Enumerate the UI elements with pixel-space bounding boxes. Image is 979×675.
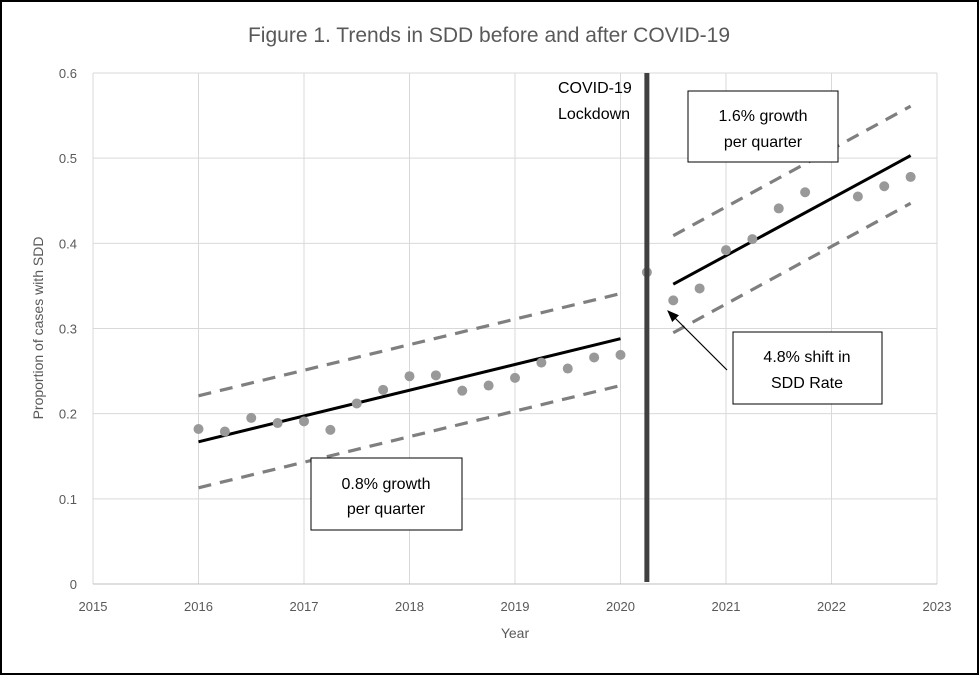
growth-pre-line1: 0.8% growth	[342, 476, 431, 493]
growth-pre-line2: per quarter	[347, 501, 426, 518]
y-tick-label: 0.2	[59, 407, 77, 422]
x-tick-label: 2019	[501, 599, 530, 614]
lockdown-label-line2: Lockdown	[558, 106, 630, 123]
data-point	[193, 423, 204, 434]
data-point	[905, 171, 916, 182]
x-tick-label: 2022	[817, 599, 846, 614]
x-axis-label: Year	[501, 625, 530, 641]
data-point	[879, 181, 890, 192]
x-tick-label: 2023	[923, 599, 952, 614]
data-point	[457, 385, 468, 396]
x-tick-labels: 2015 2016 2017 2018 2019 2020 2021 2022 2023	[79, 599, 952, 614]
data-point	[404, 371, 415, 382]
y-tick-labels: 0 0.1 0.2 0.3 0.4 0.5 0.6	[59, 66, 77, 592]
trend-lines	[198, 154, 912, 444]
x-tick-label: 2020	[606, 599, 635, 614]
data-point	[325, 424, 336, 435]
x-tick-label: 2016	[184, 599, 213, 614]
data-point	[747, 234, 758, 245]
confidence-line	[198, 384, 621, 490]
data-point	[800, 187, 811, 198]
lockdown-label-line1: COVID-19	[558, 80, 632, 97]
trend-line	[198, 337, 621, 444]
growth-post-line1: 1.6% growth	[719, 108, 808, 125]
growth-post-box	[687, 90, 839, 163]
confidence-line	[672, 201, 912, 335]
data-point	[615, 349, 626, 360]
data-point	[668, 295, 679, 306]
chart-title: Figure 1. Trends in SDD before and after…	[248, 24, 730, 47]
shift-line1: 4.8% shift in	[763, 349, 850, 366]
trend-line	[672, 154, 912, 286]
data-point	[773, 203, 784, 214]
confidence-bands	[198, 104, 912, 490]
y-axis-label: Proportion of cases with SDD	[30, 237, 46, 420]
data-point	[246, 412, 257, 423]
gridlines	[92, 72, 938, 585]
confidence-line	[198, 292, 621, 398]
data-point	[721, 245, 731, 256]
data-point	[351, 398, 362, 409]
growth-pre-box	[310, 457, 463, 531]
data-point	[694, 283, 705, 294]
data-point	[430, 370, 441, 381]
data-point	[378, 384, 389, 395]
growth-post-line2: per quarter	[724, 134, 803, 151]
y-tick-label: 0.1	[59, 492, 77, 507]
x-tick-label: 2017	[290, 599, 319, 614]
data-point	[299, 416, 309, 427]
shift-arrow	[667, 310, 728, 371]
y-tick-label: 0.3	[59, 322, 77, 337]
y-tick-label: 0.6	[59, 66, 77, 81]
shift-box	[732, 331, 883, 405]
data-point	[589, 352, 600, 363]
x-tick-label: 2021	[712, 599, 741, 614]
confidence-line	[672, 104, 912, 238]
x-tick-label: 2018	[395, 599, 424, 614]
data-point	[272, 418, 283, 429]
y-tick-label: 0	[70, 577, 77, 592]
data-point	[510, 372, 520, 383]
data-point	[852, 191, 863, 202]
data-points	[193, 171, 916, 437]
data-point	[483, 380, 494, 391]
y-tick-label: 0.4	[59, 236, 77, 251]
shift-line2: SDD Rate	[771, 375, 843, 392]
x-tick-label: 2015	[79, 599, 108, 614]
data-point	[562, 363, 573, 374]
data-point	[219, 426, 230, 437]
y-tick-label: 0.5	[59, 151, 77, 166]
data-point	[536, 357, 547, 368]
